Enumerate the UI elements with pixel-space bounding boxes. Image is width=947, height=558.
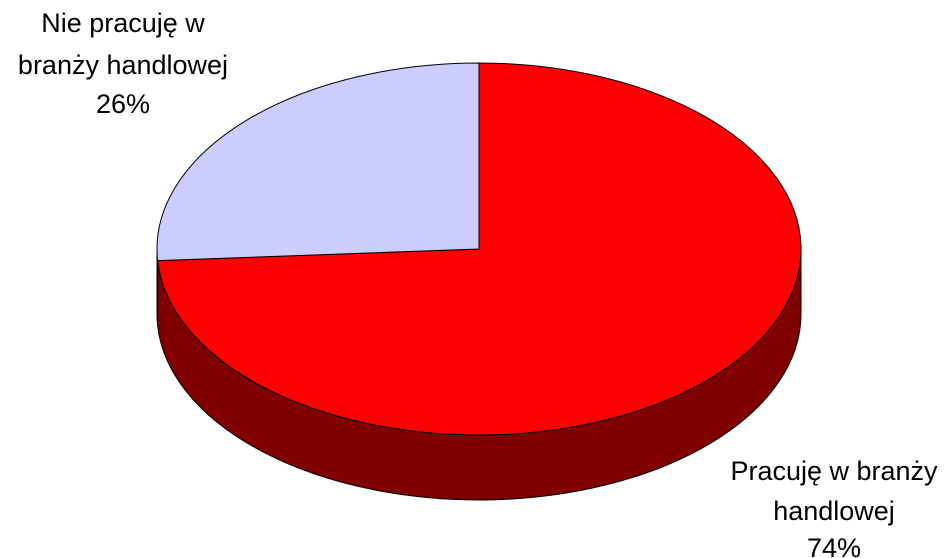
- slice-label-0-line-2: handlowej: [773, 496, 895, 526]
- slice-label-0-line-1: Pracuję w branży: [730, 456, 938, 486]
- pie-top-layer: [156, 62, 802, 436]
- slice-label-1-line-2: branży handlowej: [18, 50, 228, 80]
- slice-labels: Nie pracuję w branży handlowej 26% Pracu…: [18, 8, 938, 558]
- slice-value-label-0: 74%: [807, 533, 861, 558]
- slice-value-label-1: 26%: [96, 89, 150, 119]
- pie-slice-1: [156, 62, 480, 262]
- slice-label-1-line-1: Nie pracuję w: [41, 8, 205, 38]
